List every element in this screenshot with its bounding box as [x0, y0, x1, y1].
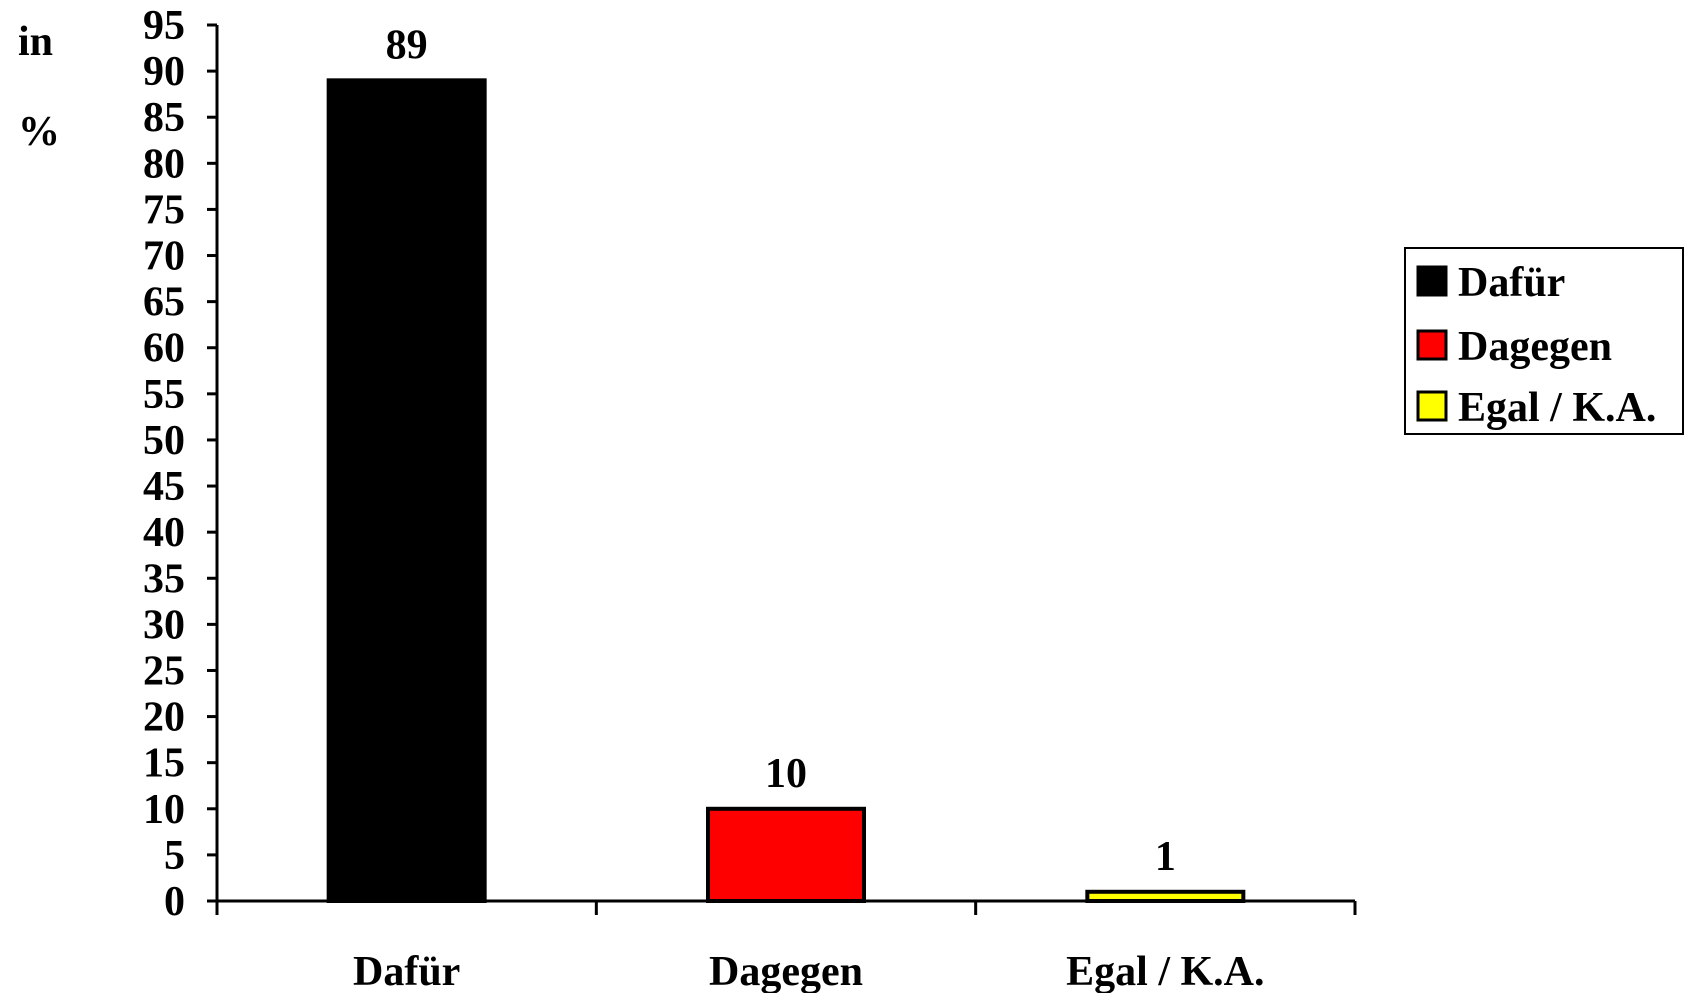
legend-swatch	[1416, 390, 1448, 422]
y-tick-label: 95	[143, 3, 185, 49]
y-tick-label: 90	[143, 49, 185, 95]
y-tick-label: 10	[143, 787, 185, 833]
y-tick-label: 80	[143, 141, 185, 187]
bar-value-label: 10	[765, 751, 807, 797]
bar-series	[326, 78, 1246, 904]
legend-entry-label: Dafür	[1458, 260, 1565, 306]
y-tick-label: 15	[143, 741, 185, 787]
y-tick-label: 60	[143, 326, 185, 372]
y-tick-label: 75	[143, 187, 185, 233]
x-category-label: Dagegen	[709, 949, 863, 993]
y-tick-label: 40	[143, 510, 185, 556]
y-tick-label: 0	[164, 879, 185, 925]
y-tick-label: 45	[143, 464, 185, 510]
bar-dagegen	[706, 806, 866, 904]
data-labels: 89 10 1	[386, 22, 1176, 879]
bar-egal-k-a	[1085, 889, 1246, 903]
bar-value-label: 1	[1155, 834, 1176, 880]
legend-swatch	[1416, 329, 1448, 361]
y-tick-label: 50	[143, 418, 185, 464]
y-axis-unit-text: in	[18, 19, 53, 65]
y-tick-label: 5	[164, 833, 185, 879]
y-tick-label: 35	[143, 556, 185, 602]
x-category-label: Egal / K.A.	[1066, 949, 1264, 993]
legend-box	[1404, 247, 1684, 435]
x-axis	[215, 899, 1357, 915]
y-tick-label: 70	[143, 234, 185, 280]
bar-value-label: 89	[386, 22, 428, 68]
y-tick-label: 20	[143, 695, 185, 741]
x-category-label: Dafür	[353, 949, 460, 993]
legend-entry-label: Egal / K.A.	[1458, 385, 1656, 431]
category-labels: Dafür Dagegen Egal / K.A.	[353, 949, 1265, 993]
y-axis-unit-text: %	[18, 109, 60, 155]
y-tick-label: 85	[143, 95, 185, 141]
legend-entry-label: Dagegen	[1458, 324, 1612, 370]
legend-swatch	[1416, 265, 1448, 297]
y-tick-label: 25	[143, 648, 185, 694]
bar-daf-r	[326, 78, 487, 904]
y-tick-label: 30	[143, 602, 185, 648]
y-tick-label: 55	[143, 372, 185, 418]
legend: Dafür Dagegen Egal / K.A.	[1404, 247, 1684, 435]
y-tick-label: 65	[143, 280, 185, 326]
y-axis-unit-label: in%	[18, 19, 60, 155]
